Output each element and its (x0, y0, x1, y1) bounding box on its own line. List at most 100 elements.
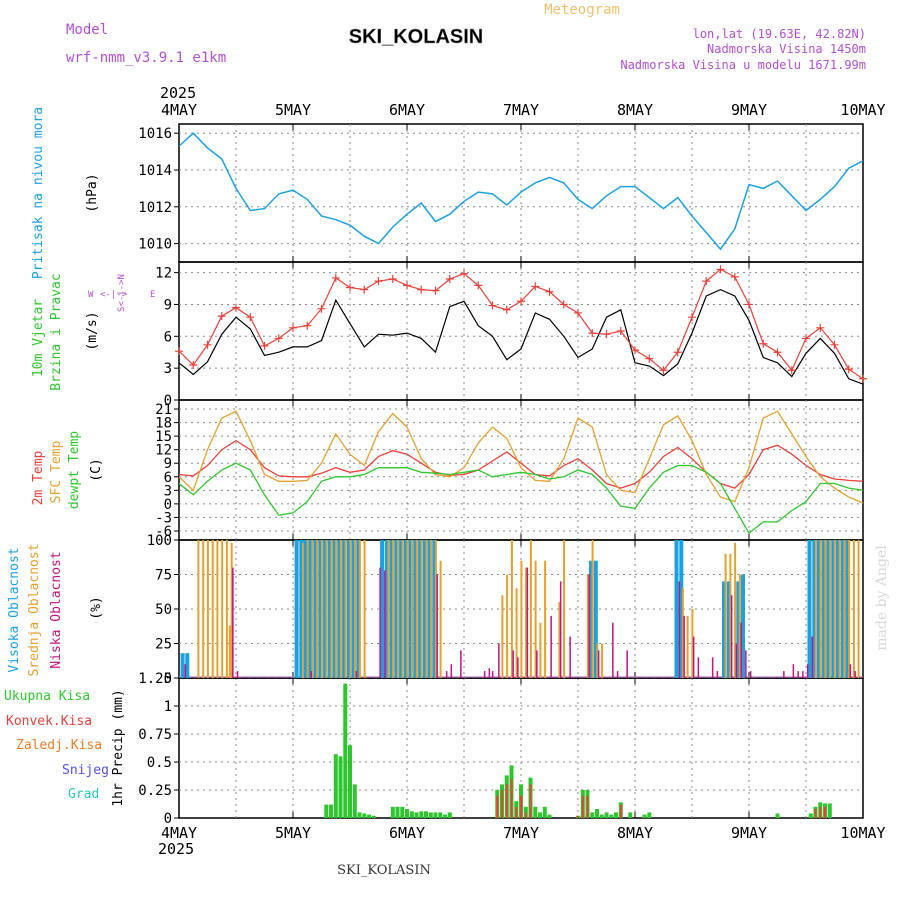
wind-barb-flag (273, 373, 280, 380)
wind-barb-flag (420, 265, 427, 272)
wind-barb-shaft (635, 382, 654, 394)
cloud-mid-bar (520, 560, 523, 678)
wind-barb (211, 251, 237, 266)
wind-barb (349, 308, 376, 320)
wind-barb-shaft (373, 325, 395, 329)
wind-barb-flag (395, 315, 401, 322)
wind-barb (564, 250, 590, 266)
wind-barb (566, 373, 592, 382)
wind-barb (188, 314, 214, 330)
precip-total-bar (390, 806, 395, 818)
cloud-low-bar (612, 622, 614, 678)
cloud-low-bar (550, 615, 552, 678)
wind-barb-flag (457, 311, 464, 318)
wind-barb-flag (598, 351, 603, 358)
wind-barb-flag (259, 316, 265, 323)
wind-barb-flag (369, 316, 375, 323)
wind-barb-flag (732, 366, 738, 373)
wind-barb (691, 339, 718, 351)
wind-barb-flag (681, 272, 687, 279)
wind-barb-shaft (646, 274, 664, 286)
wind-barb (350, 292, 376, 298)
y-tick-label: 9 (164, 456, 172, 472)
wind-barb-flag (723, 307, 728, 314)
wind-barb (703, 373, 730, 382)
wind-barb-flag (834, 313, 840, 320)
wind-barb-shaft (190, 321, 210, 330)
wind-barb (712, 376, 738, 394)
wind-barb (224, 351, 251, 362)
wind-barb (599, 369, 626, 382)
wind-barb-flag (314, 249, 321, 256)
wind-barb-flag (669, 305, 675, 312)
wind-barb-shaft (635, 280, 656, 286)
wind-barb-flag (215, 350, 221, 357)
wind-barb-shaft (829, 329, 851, 330)
precip-total-bar (419, 811, 424, 818)
wind-barb-shaft (578, 282, 600, 287)
wind-gust-marker (431, 286, 440, 295)
wind-barb-shaft (612, 354, 632, 362)
wind-barb-shaft (225, 252, 242, 266)
cloud-high-bar (313, 540, 318, 678)
precip-total-bar (609, 814, 614, 818)
wind-barb-shaft (236, 352, 256, 362)
wind-barb-flag (696, 248, 703, 255)
wind-barb-shaft (772, 264, 794, 266)
wind-barb-flag (706, 341, 711, 348)
cloud-mid-bar (848, 540, 851, 678)
wind-barb-flag (364, 384, 369, 391)
wind-barb-shaft (749, 353, 769, 362)
wind-barb-flag (639, 332, 646, 339)
cloud-low-bar (811, 636, 814, 678)
wind-barb-flag (774, 382, 780, 389)
wind-barb-flag (696, 355, 700, 361)
wind-barb-flag (477, 381, 483, 388)
wind-barb-shaft (646, 285, 663, 298)
wind-barb-shaft (829, 278, 849, 286)
wind-barb-flag (338, 251, 344, 258)
wind-barb (313, 346, 339, 362)
wind-barb-shaft (339, 355, 360, 362)
wind-barb-flag (625, 273, 631, 280)
wind-barb (417, 340, 444, 351)
wind-barb-flag (616, 247, 623, 254)
wind-barb-shaft (715, 357, 736, 362)
wind-barb-shaft (624, 296, 646, 298)
wind-barb-flag (337, 321, 342, 327)
cloud-low-bar (849, 664, 852, 678)
wind-barb-flag (381, 284, 387, 291)
cloud-low-bar (745, 650, 747, 678)
wind-barb-flag (742, 268, 748, 275)
wind-barb-flag (625, 349, 631, 356)
wind-gust-marker (645, 354, 654, 363)
wind-barb-shaft (430, 274, 448, 286)
wind-barb-shaft (589, 343, 609, 352)
wind-barb (532, 387, 558, 393)
wind-barb-flag (397, 380, 403, 387)
wind-barb-flag (809, 352, 814, 359)
wind-barb-flag (778, 314, 784, 321)
wind-barb (600, 287, 627, 298)
wind-barb-flag (593, 352, 598, 359)
cloud-high-bar (384, 540, 389, 678)
y-tick-label: 1012 (138, 200, 172, 216)
wind-barb-flag (750, 380, 756, 387)
wind-barb-shaft (407, 322, 427, 330)
wind-barb-shaft (589, 276, 608, 287)
wind-barb-flag (312, 252, 318, 259)
wind-barb-flag (488, 274, 494, 281)
wind-barb (440, 352, 467, 362)
wind-barb-shaft (464, 361, 486, 362)
wind-barb (643, 277, 667, 298)
wind-barb-flag (412, 313, 416, 319)
wind-barb-shaft (282, 281, 303, 287)
cloud-mid-bar (387, 540, 390, 678)
wind-barb-flag (849, 345, 856, 352)
wind-barb-shaft (259, 380, 276, 393)
wind-barb (828, 256, 855, 266)
cloud-mid-bar (681, 588, 684, 678)
wind-barb (791, 311, 816, 330)
wind-barb-flag (557, 307, 563, 314)
wind-barb-flag (657, 271, 664, 278)
